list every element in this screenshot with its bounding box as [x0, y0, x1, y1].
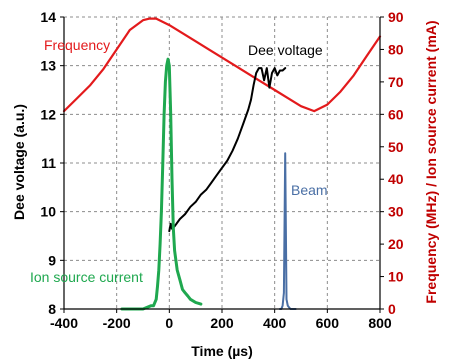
series-group — [62, 17, 382, 311]
series-line-beam — [278, 152, 297, 310]
series-line-frequency — [62, 17, 382, 113]
y-right-tick-label: 60 — [388, 106, 404, 122]
annotation-beam: Beam — [291, 182, 328, 198]
y-right-tick-label: 10 — [388, 269, 404, 285]
y-left-tick-label: 10 — [40, 204, 56, 220]
y-axis-right-title: Frequency (MHz) / Ion source current (mA… — [423, 20, 439, 303]
y-left-tick-label: 11 — [41, 155, 56, 171]
y-left-tick-label: 13 — [40, 58, 56, 74]
y-right-tick-label: 50 — [388, 139, 404, 155]
x-tick-label: 800 — [368, 315, 392, 331]
y-left-tick-label: 14 — [40, 9, 56, 25]
x-tick-label: 400 — [263, 315, 287, 331]
series-line-dee-voltage — [168, 67, 287, 233]
y-right-tick-label: 0 — [388, 301, 396, 317]
y-left-tick-label: 8 — [48, 301, 56, 317]
x-tick-label: 600 — [316, 315, 340, 331]
x-tick-label: -200 — [103, 315, 131, 331]
x-tick-label: -400 — [50, 315, 78, 331]
annotation-dee-voltage: Dee voltage — [248, 42, 323, 58]
tick-labels: -400 -200 0 200 400 600 800 8 9 10 11 12 13 14 0 10 20 30… — [40, 9, 403, 331]
y-right-tick-label: 30 — [388, 204, 404, 220]
y-axis-left-title: Dee voltage (a.u.) — [11, 104, 27, 220]
series-line-ion-source-current — [120, 57, 203, 311]
axes — [60, 16, 384, 313]
x-tick-label: 200 — [210, 315, 234, 331]
x-axis-title: Time (µs) — [191, 343, 253, 359]
annotation-frequency: Frequency — [44, 37, 110, 53]
y-right-tick-label: 40 — [388, 171, 404, 187]
grid — [64, 16, 380, 309]
y-left-tick-label: 12 — [40, 106, 56, 122]
y-right-tick-label: 20 — [388, 236, 404, 252]
y-right-tick-label: 90 — [388, 9, 404, 25]
annotation-ion-source-current: Ion source current — [30, 269, 143, 285]
x-tick-label: 0 — [165, 315, 173, 331]
y-right-tick-label: 80 — [388, 41, 404, 57]
y-left-tick-label: 9 — [48, 252, 56, 268]
y-right-tick-label: 70 — [388, 74, 404, 90]
